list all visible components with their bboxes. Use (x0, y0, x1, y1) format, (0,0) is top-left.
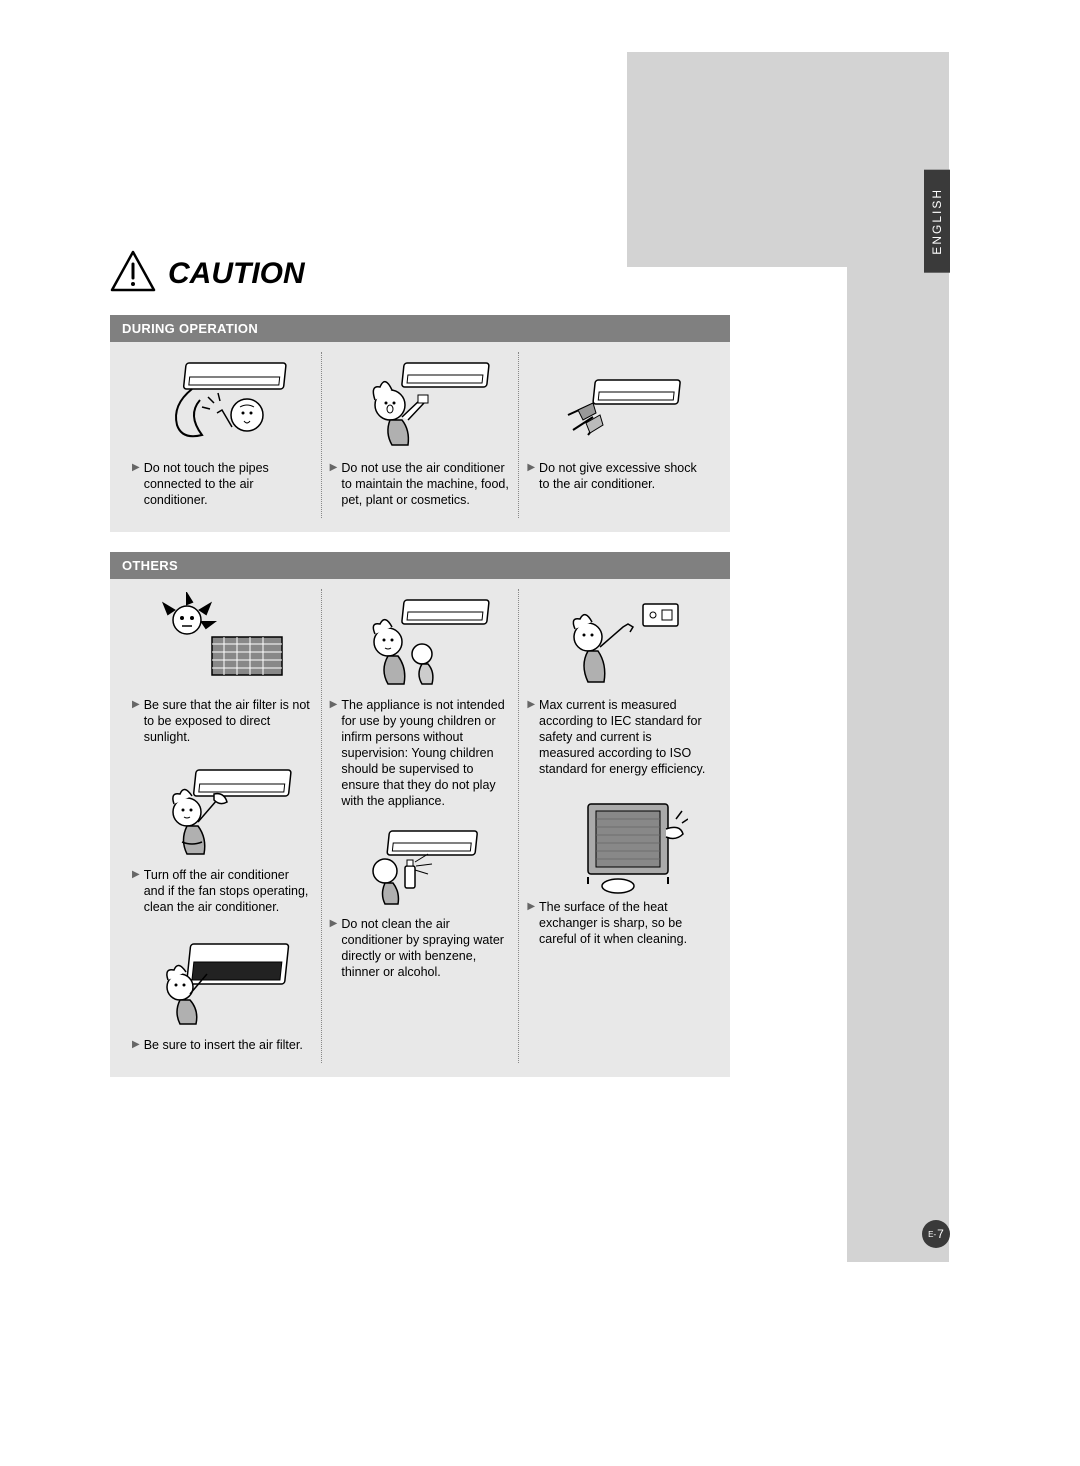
illustration-children (330, 589, 511, 689)
caution-item: ▶ The appliance is not intended for use … (330, 589, 511, 819)
row: ▶ Do not touch the pipes connected to th… (110, 342, 730, 518)
warning-icon (110, 250, 156, 297)
caution-text: ▶ Turn off the air conditioner and if th… (132, 867, 313, 915)
caution-text: ▶ Be sure that the air filter is not to … (132, 697, 313, 745)
bullet-icon: ▶ (330, 462, 338, 475)
text-content: Be sure that the air filter is not to be… (144, 697, 313, 745)
illustration-food-pet (330, 352, 511, 452)
bullet-icon: ▶ (527, 699, 535, 712)
caution-item: ▶ The surface of the heat exchanger is s… (527, 791, 708, 957)
illustration-standard (527, 589, 708, 689)
illustration-spray (330, 823, 511, 908)
page-number: E-7 (922, 1220, 950, 1248)
caution-item: ▶ Do not touch the pipes connected to th… (124, 352, 322, 518)
bullet-icon: ▶ (132, 869, 140, 882)
caution-item: ▶ Max current is measured according to I… (527, 589, 708, 787)
illustration-clean (132, 759, 313, 859)
caution-text: ▶ Do not use the air conditioner to main… (330, 460, 511, 508)
text-content: Do not touch the pipes connected to the … (144, 460, 313, 508)
section-during-operation: DURING OPERATION (110, 315, 730, 532)
caution-text: ▶ Max current is measured according to I… (527, 697, 708, 777)
text-content: Max current is measured according to IEC… (539, 697, 708, 777)
caution-item: ▶ Do not clean the air conditioner by sp… (330, 823, 511, 990)
section-header: DURING OPERATION (110, 315, 730, 342)
text-content: Turn off the air conditioner and if the … (144, 867, 313, 915)
caution-item: ▶ Be sure to insert the air filter. (132, 929, 313, 1063)
illustration-shock (527, 352, 708, 452)
illustration-sunlight (132, 589, 313, 689)
bullet-icon: ▶ (132, 699, 140, 712)
caution-text: ▶ Do not touch the pipes connected to th… (132, 460, 313, 508)
caution-header: CAUTION (110, 250, 730, 297)
text-content: The appliance is not intended for use by… (341, 697, 510, 809)
caution-item: ▶ Do not use the air conditioner to main… (322, 352, 520, 518)
caution-item: ▶ Do not give excessive shock to the air… (519, 352, 716, 518)
caution-text: ▶ The surface of the heat exchanger is s… (527, 899, 708, 947)
section-others: OTHERS (110, 552, 730, 1077)
text-content: Do not give excessive shock to the air c… (539, 460, 708, 492)
text-content: Do not use the air conditioner to mainta… (341, 460, 510, 508)
caution-text: ▶ Do not clean the air conditioner by sp… (330, 916, 511, 980)
caution-column: ▶ Max current is measured according to I… (519, 589, 716, 1063)
caution-column: ▶ The appliance is not intended for use … (322, 589, 520, 1063)
bullet-icon: ▶ (132, 462, 140, 475)
text-content: Do not clean the air conditioner by spra… (341, 916, 510, 980)
bullet-icon: ▶ (132, 1039, 140, 1052)
language-tab: ENGLISH (924, 170, 950, 273)
bullet-icon: ▶ (330, 918, 338, 931)
bullet-icon: ▶ (330, 699, 338, 712)
bullet-icon: ▶ (527, 462, 535, 475)
text-content: The surface of the heat exchanger is sha… (539, 899, 708, 947)
caution-column: ▶ Be sure that the air filter is not to … (124, 589, 322, 1063)
illustration-heat-exchanger (527, 791, 708, 891)
illustration-pipes (132, 352, 313, 452)
caution-text: ▶ Do not give excessive shock to the air… (527, 460, 708, 492)
main-content: CAUTION DURING OPERATION (110, 250, 730, 1097)
page-prefix: E- (928, 1230, 936, 1239)
page-num-value: 7 (937, 1227, 944, 1241)
text-content: Be sure to insert the air filter. (144, 1037, 303, 1053)
caution-item: ▶ Turn off the air conditioner and if th… (132, 759, 313, 925)
caution-item: ▶ Be sure that the air filter is not to … (132, 589, 313, 755)
illustration-insert-filter (132, 929, 313, 1029)
section-header: OTHERS (110, 552, 730, 579)
caution-title: CAUTION (168, 257, 305, 291)
bullet-icon: ▶ (527, 901, 535, 914)
caution-text: ▶ Be sure to insert the air filter. (132, 1037, 313, 1053)
row: ▶ Be sure that the air filter is not to … (110, 579, 730, 1063)
caution-text: ▶ The appliance is not intended for use … (330, 697, 511, 809)
